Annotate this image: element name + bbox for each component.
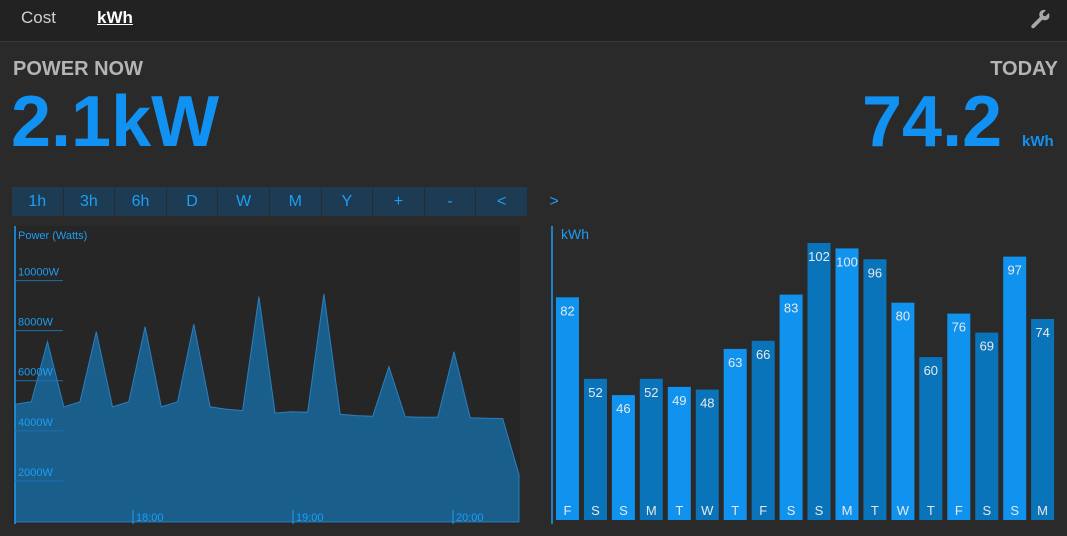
- next-button[interactable]: >: [549, 193, 559, 210]
- kwh-bar-category-label: M: [842, 503, 853, 518]
- kwh-bar: [1003, 256, 1027, 520]
- range-year-button[interactable]: Y: [322, 187, 374, 216]
- power-x-tick-label: 20:00: [456, 512, 484, 524]
- kwh-bar-value-label: 83: [784, 301, 798, 316]
- power-x-tick-label: 19:00: [296, 512, 324, 524]
- zoom-out-button[interactable]: -: [425, 187, 477, 216]
- previous-button[interactable]: <: [476, 187, 528, 216]
- today-unit: kWh: [1022, 133, 1054, 150]
- range-week-button[interactable]: W: [218, 187, 270, 216]
- kwh-bar: [1031, 319, 1055, 520]
- kwh-bar-value-label: 69: [980, 339, 994, 354]
- range-1h-button[interactable]: 1h: [12, 187, 64, 216]
- kwh-bar-category-label: M: [1037, 503, 1048, 518]
- kwh-bar: [863, 259, 887, 520]
- kwh-bar-value-label: 97: [1007, 263, 1021, 278]
- wrench-icon[interactable]: [1029, 8, 1051, 30]
- kwh-bar-category-label: F: [955, 503, 963, 518]
- kwh-bar: [611, 395, 635, 520]
- kwh-bar: [919, 357, 943, 520]
- kwh-bar: [751, 340, 775, 520]
- kwh-bar-value-label: 52: [644, 385, 658, 400]
- kwh-bar-value-label: 100: [836, 254, 858, 269]
- kwh-bar-value-label: 63: [728, 355, 742, 370]
- kwh-bar-category-label: F: [564, 503, 572, 518]
- kwh-bar: [695, 389, 719, 520]
- kwh-bar-category-label: S: [1010, 503, 1019, 518]
- top-bar: Cost kWh: [0, 0, 1067, 42]
- power-area-series: [14, 294, 520, 523]
- kwh-bar-category-label: T: [871, 503, 879, 518]
- tab-kwh[interactable]: kWh: [97, 8, 133, 27]
- kwh-bar-category-label: T: [731, 503, 739, 518]
- kwh-bar-value-label: 48: [700, 396, 714, 411]
- tab-cost[interactable]: Cost: [21, 8, 56, 27]
- power-y-tick-label: 6000W: [18, 367, 53, 379]
- kwh-bar: [835, 248, 859, 520]
- kwh-bar-category-label: T: [675, 503, 683, 518]
- kwh-bar-value-label: 52: [588, 385, 602, 400]
- kwh-bar-value-label: 46: [616, 401, 630, 416]
- kwh-bar: [584, 378, 607, 520]
- power-now-value: 2.1kW: [11, 82, 220, 162]
- kwh-bar: [556, 297, 579, 520]
- kwh-bar-value-label: 82: [560, 303, 574, 318]
- kwh-bar: [639, 378, 663, 520]
- zoom-in-button[interactable]: +: [373, 187, 425, 216]
- kwh-bar-value-label: 49: [672, 393, 686, 408]
- kwh-bar-category-label: S: [815, 503, 824, 518]
- kwh-bar-value-label: 66: [756, 347, 770, 362]
- kwh-bar-category-label: S: [619, 503, 628, 518]
- power-y-label: Power (Watts): [18, 230, 87, 242]
- power-y-tick-label: 10000W: [18, 267, 60, 279]
- kwh-bar-value-label: 76: [952, 320, 966, 335]
- kwh-bar-category-label: S: [591, 503, 600, 518]
- kwh-bar-category-label: W: [897, 503, 910, 518]
- kwh-bar: [891, 302, 915, 520]
- time-range-toolbar: 1h 3h 6h D W M Y + - <: [12, 187, 528, 216]
- today-value: 74.2: [862, 82, 1003, 162]
- kwh-bar: [667, 386, 691, 520]
- power-y-tick-label: 4000W: [18, 417, 53, 429]
- power-y-tick-label: 2000W: [18, 467, 53, 479]
- kwh-bar: [975, 332, 999, 520]
- kwh-bar-chart[interactable]: kWh 82 F 52 S 46 S 52 M 49 T 48 W 63 T 66 F 83 S 102 S 100 M 96…: [551, 226, 1057, 524]
- kwh-bar-chart-svg: kWh 82 F 52 S 46 S 52 M 49 T 48 W 63 T 66 F 83 S 102 S 100 M 96…: [551, 226, 1055, 524]
- kwh-bar: [947, 313, 971, 520]
- kwh-bar-category-label: T: [927, 503, 935, 518]
- power-x-tick-label: 18:00: [136, 512, 164, 524]
- range-6h-button[interactable]: 6h: [115, 187, 167, 216]
- range-day-button[interactable]: D: [167, 187, 219, 216]
- kwh-bar-value-label: 80: [896, 309, 910, 324]
- power-chart[interactable]: Power (Watts) 2000W 4000W 6000W 8000W 10000W 1…: [12, 226, 520, 524]
- kwh-bar-category-label: M: [646, 503, 657, 518]
- kwh-bar-category-label: W: [701, 503, 714, 518]
- power-y-tick-label: 8000W: [18, 317, 53, 329]
- range-month-button[interactable]: M: [270, 187, 322, 216]
- power-now-label: POWER NOW: [13, 58, 143, 80]
- kwh-bar: [723, 348, 747, 520]
- kwh-bar-value-label: 74: [1035, 325, 1049, 340]
- kwh-bar-category-label: F: [759, 503, 767, 518]
- power-chart-svg: Power (Watts) 2000W 4000W 6000W 8000W 10000W 1…: [14, 226, 520, 524]
- kwh-bar-value-label: 102: [808, 249, 830, 264]
- kwh-bar-value-label: 96: [868, 265, 882, 280]
- kwh-bar-category-label: S: [982, 503, 991, 518]
- kwh-y-label: kWh: [561, 226, 589, 242]
- kwh-bar: [779, 294, 803, 520]
- kwh-bar-value-label: 60: [924, 363, 938, 378]
- today-label: TODAY: [990, 58, 1058, 80]
- kwh-bar: [807, 243, 831, 520]
- range-3h-button[interactable]: 3h: [64, 187, 116, 216]
- kwh-bar-category-label: S: [787, 503, 796, 518]
